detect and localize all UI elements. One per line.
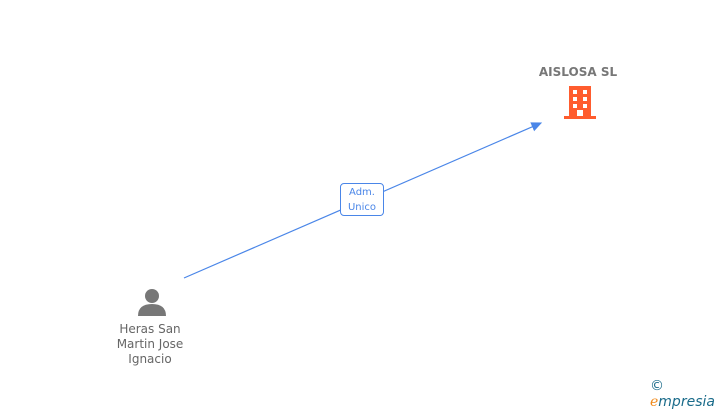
person-name-line: Martin Jose — [116, 337, 184, 351]
person-icon — [138, 289, 166, 316]
relationship-label: Adm. Unico — [340, 183, 384, 216]
company-name[interactable]: AISLOSA SL — [538, 65, 618, 79]
relationship-label-line: Unico — [347, 202, 377, 213]
logo-text: mpresia — [658, 394, 715, 410]
person-name[interactable]: Heras San Martin Jose Ignacio — [100, 322, 200, 367]
person-name-line: Ignacio — [128, 352, 172, 366]
person-name-line: Heras San — [119, 322, 181, 336]
empresia-watermark: © empresia — [650, 378, 728, 410]
relationship-label-line: Adm. — [349, 187, 375, 198]
copyright-icon: © — [650, 378, 664, 394]
building-icon — [564, 86, 596, 119]
